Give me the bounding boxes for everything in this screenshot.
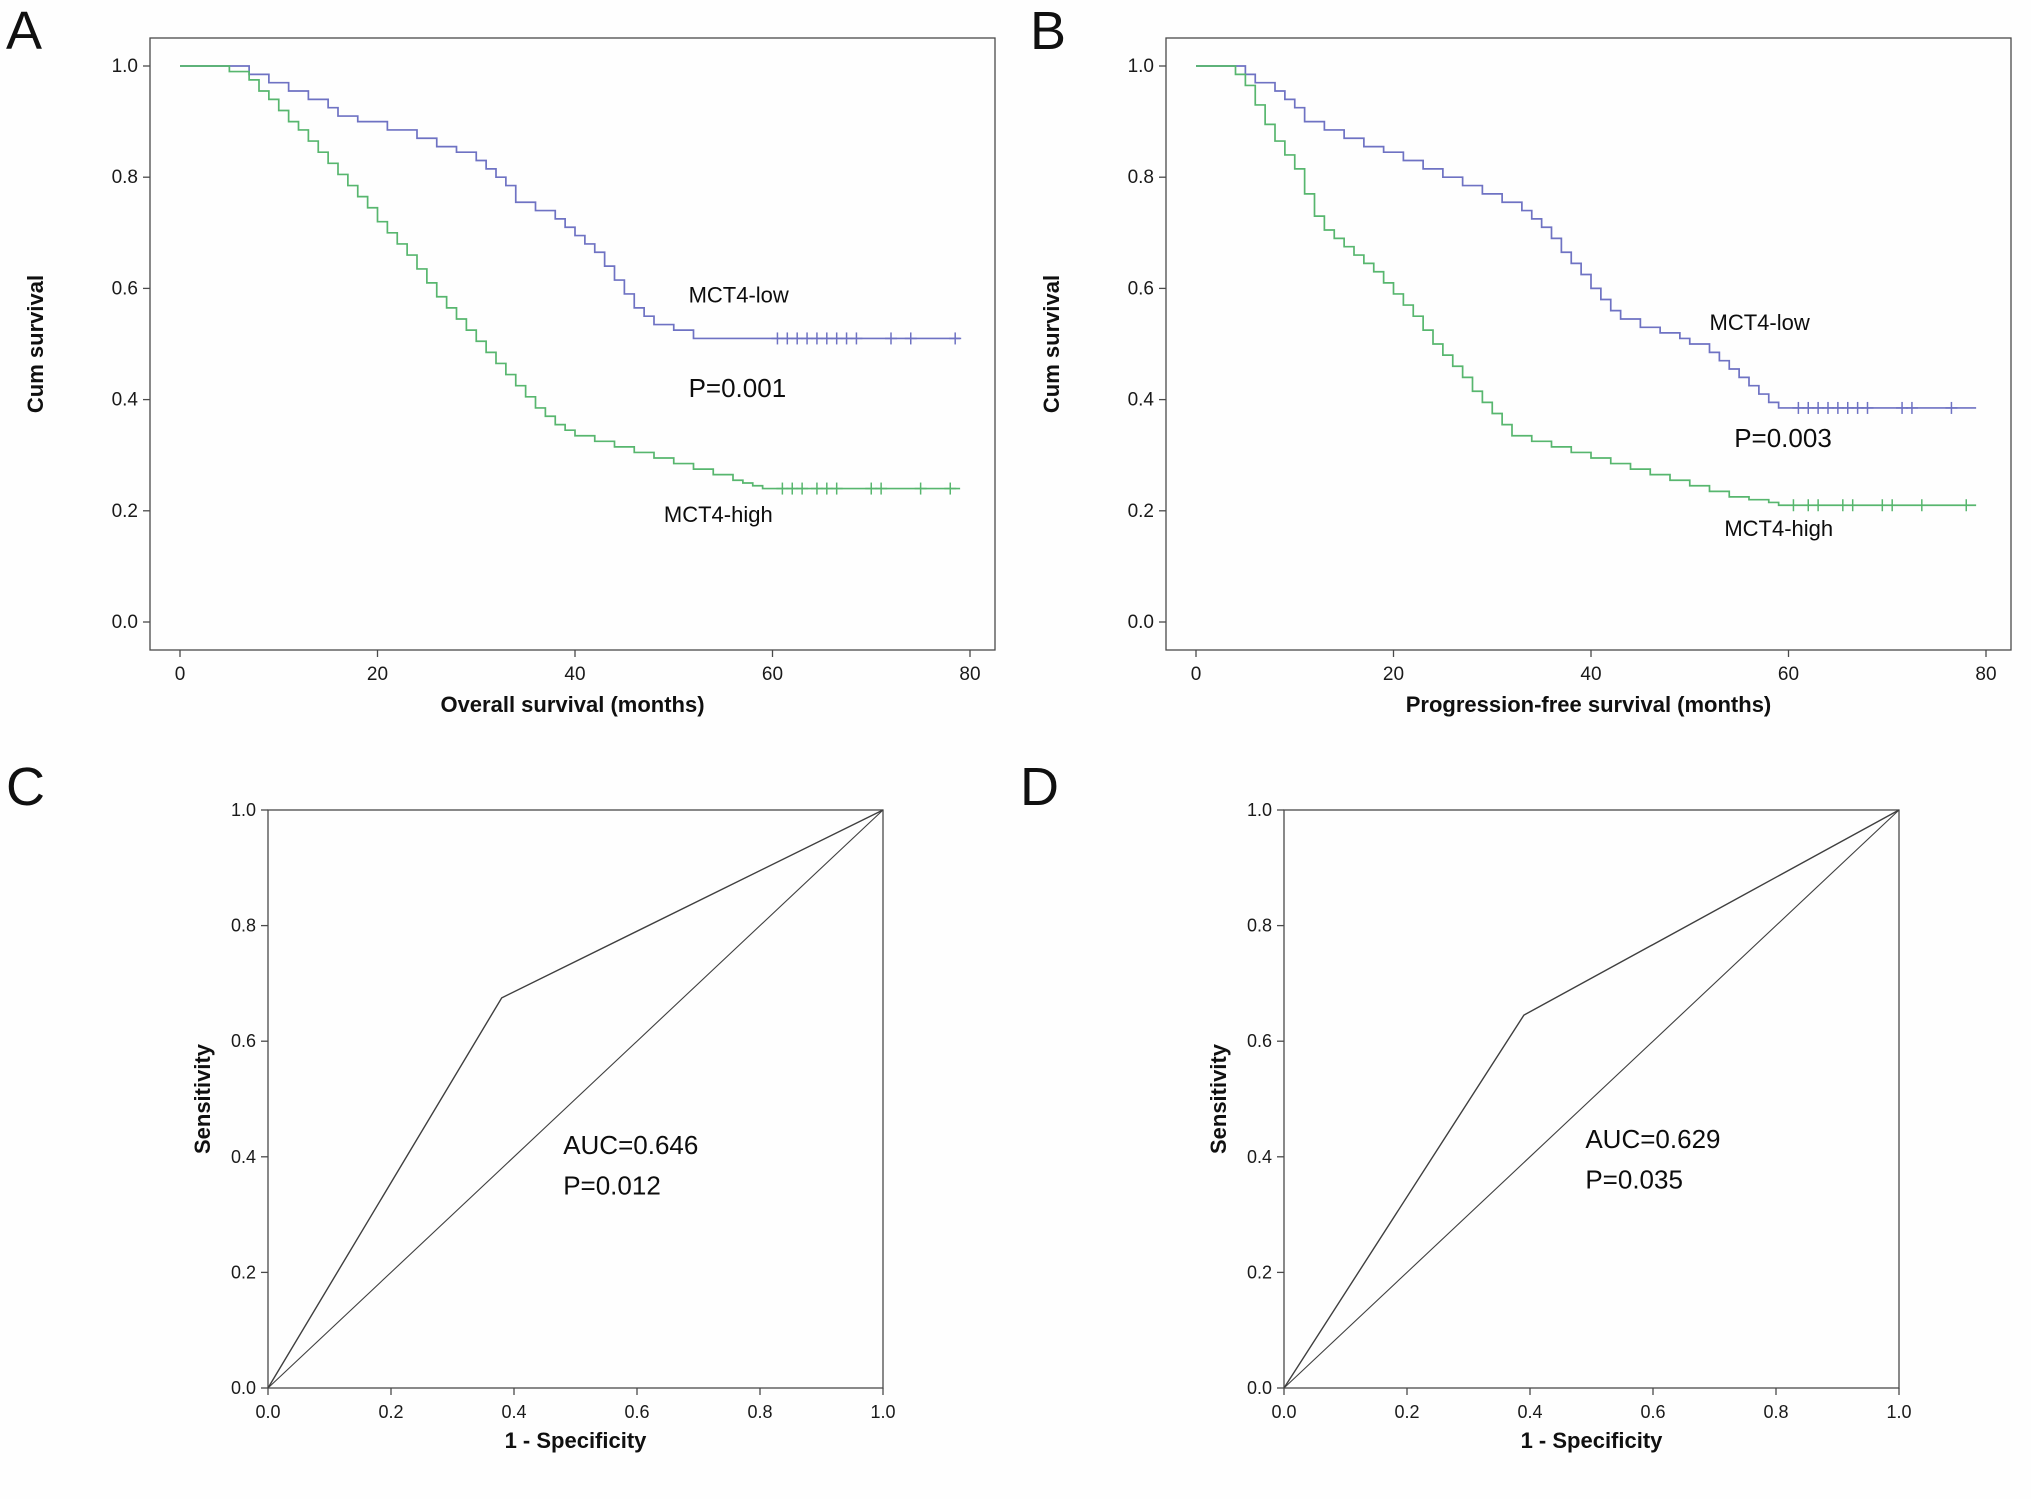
x-tick-label: 0.8 xyxy=(747,1402,772,1422)
x-tick-label: 0.4 xyxy=(501,1402,526,1422)
y-tick-label: 1.0 xyxy=(231,800,256,820)
x-tick-label: 0.2 xyxy=(378,1402,403,1422)
y-tick-label: 0.2 xyxy=(1247,1262,1272,1282)
x-tick-label: 40 xyxy=(564,664,585,685)
y-tick-label: 0.0 xyxy=(231,1378,256,1398)
panel-d-y-axis-title: Sensitivity xyxy=(1206,1043,1231,1155)
x-tick-label: 1.0 xyxy=(870,1402,895,1422)
survival-step-curve xyxy=(1196,65,1977,409)
panel-c-x-axis-title: 1 - Specificity xyxy=(504,1428,647,1453)
reference-diagonal xyxy=(1283,809,1900,1389)
panel-c-letter: C xyxy=(6,757,46,817)
panel-c: C Sensitivity 0.0 0.2 0.4 0.6 0.8 1.0 0.0 0.2 0.… xyxy=(0,760,1015,1499)
x-tick-label: 60 xyxy=(1778,664,1799,685)
panel-c-chart: 0.0 0.2 0.4 0.6 0.8 1.0 0.0 0.2 0.4 0.6 0.8 1.0 AUC=… xyxy=(231,800,896,1422)
annotation: AUC=0.646 xyxy=(563,1130,698,1160)
roc-lines xyxy=(267,809,884,1389)
roc-lines xyxy=(1283,809,1900,1389)
plot-box xyxy=(1165,37,2012,651)
roc-curve xyxy=(267,809,884,1389)
annotation: P=0.012 xyxy=(563,1170,661,1200)
y-tick-label: 0.2 xyxy=(112,501,138,522)
x-tick-label: 60 xyxy=(762,664,783,685)
survival-step-curve xyxy=(180,65,961,490)
y-tick-label: 0.4 xyxy=(112,390,139,411)
annotation: P=0.001 xyxy=(689,373,787,403)
y-tick-label: 1.0 xyxy=(1128,56,1154,77)
series-MCT4-low: MCT4-low xyxy=(180,65,962,345)
y-tick-label: 0.8 xyxy=(1128,167,1154,188)
x-tick-label: 0 xyxy=(1191,664,1202,685)
x-tick-label: 1.0 xyxy=(1886,1402,1911,1422)
x-tick-label: 20 xyxy=(1383,664,1404,685)
axes: 0 20 40 60 80 0.0 0.2 0.4 0.6 0.8 1.0 xyxy=(1128,37,2012,685)
annotation: P=0.035 xyxy=(1585,1165,1683,1195)
panel-b-y-axis-title: Cum survival xyxy=(1039,274,1064,414)
x-tick-label: 0.8 xyxy=(1763,1402,1788,1422)
panel-b-letter: B xyxy=(1030,1,1068,61)
y-tick-label: 0.6 xyxy=(1128,278,1154,299)
panel-d-x-axis-title: 1 - Specificity xyxy=(1520,1428,1663,1453)
y-tick-label: 1.0 xyxy=(112,56,138,77)
plot-box xyxy=(149,37,996,651)
series-label: MCT4-high xyxy=(664,502,773,527)
panel-d-letter: D xyxy=(1020,757,1060,817)
panel-b-x-axis-title: Progression-free survival (months) xyxy=(1405,692,1772,717)
roc-curve xyxy=(1283,809,1900,1389)
panel-a-letter: A xyxy=(6,1,44,61)
series-label: MCT4-high xyxy=(1724,516,1833,541)
x-tick-label: 0.0 xyxy=(1271,1402,1296,1422)
panel-a-x-axis-title: Overall survival (months) xyxy=(440,692,705,717)
x-tick-label: 80 xyxy=(1975,664,1996,685)
y-tick-label: 0.6 xyxy=(231,1031,256,1051)
plot-box xyxy=(267,809,884,1389)
panel-a-chart: 0 20 40 60 80 0.0 0.2 0.4 0.6 0.8 1.0 P=0.001 MCT4-l… xyxy=(112,37,996,685)
y-tick-label: 0.6 xyxy=(112,278,138,299)
survival-step-curve xyxy=(180,65,961,340)
y-tick-label: 1.0 xyxy=(1247,800,1272,820)
x-tick-label: 0.6 xyxy=(1640,1402,1665,1422)
x-tick-label: 0 xyxy=(175,664,186,685)
y-tick-label: 0.0 xyxy=(1128,612,1154,633)
annotation: AUC=0.629 xyxy=(1585,1124,1720,1154)
y-tick-label: 0.2 xyxy=(1128,501,1154,522)
series-MCT4-low: MCT4-low xyxy=(1196,65,1977,414)
x-tick-label: 0.4 xyxy=(1517,1402,1542,1422)
y-tick-label: 0.0 xyxy=(112,612,138,633)
panel-a: A Cum survival 0 20 40 60 80 0.0 0.2 0.4 0.6 0.8 1… xyxy=(0,0,1015,760)
annotation: P=0.003 xyxy=(1734,423,1832,453)
series-label: MCT4-low xyxy=(1710,310,1810,335)
panel-d: D Sensitivity 0.0 0.2 0.4 0.6 0.8 1.0 0.0 0.2 0.… xyxy=(1016,760,2031,1499)
series-label: MCT4-low xyxy=(689,282,789,307)
y-tick-label: 0.4 xyxy=(1128,390,1155,411)
y-tick-label: 0.8 xyxy=(112,167,138,188)
axes: 0 20 40 60 80 0.0 0.2 0.4 0.6 0.8 1.0 xyxy=(112,37,996,685)
x-tick-label: 0.2 xyxy=(1394,1402,1419,1422)
series-MCT4-high: MCT4-high xyxy=(1196,65,1977,541)
y-tick-label: 0.0 xyxy=(1247,1378,1272,1398)
axes: 0.0 0.2 0.4 0.6 0.8 1.0 0.0 0.2 0.4 0.6 0.8 1.0 xyxy=(231,800,896,1422)
axes: 0.0 0.2 0.4 0.6 0.8 1.0 0.0 0.2 0.4 0.6 0.8 1.0 xyxy=(1247,800,1912,1422)
y-tick-label: 0.2 xyxy=(231,1262,256,1282)
y-tick-label: 0.4 xyxy=(231,1147,256,1167)
x-tick-label: 20 xyxy=(367,664,388,685)
y-tick-label: 0.6 xyxy=(1247,1031,1272,1051)
panel-d-chart: 0.0 0.2 0.4 0.6 0.8 1.0 0.0 0.2 0.4 0.6 0.8 1.0 AUC=… xyxy=(1247,800,1912,1422)
survival-step-curve xyxy=(1196,65,1977,507)
x-tick-label: 80 xyxy=(959,664,980,685)
series-MCT4-high: MCT4-high xyxy=(180,65,961,527)
y-tick-label: 0.8 xyxy=(1247,916,1272,936)
y-tick-label: 0.4 xyxy=(1247,1147,1272,1167)
x-tick-label: 40 xyxy=(1580,664,1601,685)
panel-a-y-axis-title: Cum survival xyxy=(23,274,48,414)
plot-box xyxy=(1283,809,1900,1389)
panel-b: B Cum survival 0 20 40 60 80 0.0 0.2 0.4 0.6 0.8 1… xyxy=(1016,0,2031,760)
y-tick-label: 0.8 xyxy=(231,916,256,936)
x-tick-label: 0.6 xyxy=(624,1402,649,1422)
x-tick-label: 0.0 xyxy=(255,1402,280,1422)
reference-diagonal xyxy=(267,809,884,1389)
panel-b-chart: 0 20 40 60 80 0.0 0.2 0.4 0.6 0.8 1.0 P=0.003 MCT4-l… xyxy=(1128,37,2012,685)
panel-c-y-axis-title: Sensitivity xyxy=(190,1043,215,1155)
